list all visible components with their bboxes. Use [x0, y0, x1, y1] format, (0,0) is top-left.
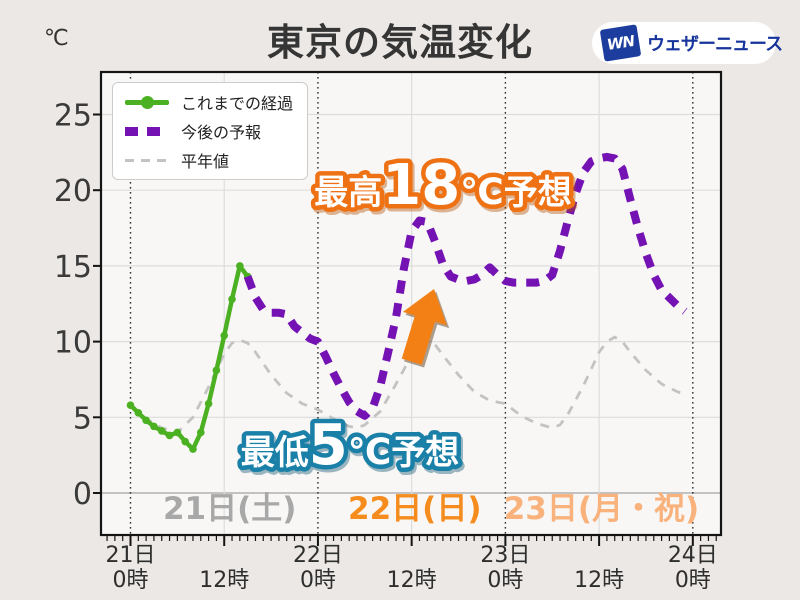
page-title: 東京の気温変化	[267, 21, 533, 64]
observed-marker	[220, 331, 229, 340]
observed-marker	[165, 431, 174, 440]
y-tick-label: 20	[54, 174, 92, 209]
y-tick-label: 25	[54, 99, 92, 134]
x-tick-label-day: 22日	[293, 543, 343, 568]
max-callout-prefix: 最高	[314, 173, 382, 213]
observed-marker	[228, 295, 236, 304]
observed-marker	[142, 416, 150, 425]
legend-item-observed: これまでの経過	[125, 92, 295, 113]
legend-label-forecast: 今後の予報	[181, 123, 262, 142]
observed-marker	[189, 445, 197, 453]
min-temp-callout: 最低5℃予想	[241, 413, 460, 478]
x-tick-label-day: 21日	[106, 543, 156, 568]
x-tick-label-day: 23日	[480, 543, 530, 568]
min-callout-unit: ℃	[348, 432, 392, 473]
plot-border	[99, 70, 723, 537]
x-tick-label-hour: 0時	[487, 568, 523, 593]
x-tick-label-hour: 0時	[113, 568, 149, 593]
legend-label-normal: 平年値	[181, 152, 230, 171]
observed-marker	[173, 428, 182, 437]
y-tick-label: 10	[54, 326, 92, 361]
max-temp-callout: 最高18℃予想	[314, 153, 572, 218]
forecast-line-swatch-icon	[125, 126, 169, 136]
legend-item-forecast: 今後の予報	[125, 121, 295, 142]
observed-marker	[204, 399, 213, 408]
x-tick-label-day: 24日	[668, 543, 718, 568]
observed-line-swatch-icon	[125, 95, 169, 109]
observed-marker	[157, 427, 166, 435]
x-tick-label-hour: 12時	[574, 568, 624, 593]
y-tick-label: 0	[73, 477, 92, 512]
day-label-1: 22日(日)	[348, 491, 481, 527]
x-tick-label-hour: 0時	[675, 568, 711, 593]
observed-marker	[212, 366, 221, 375]
normal-line-swatch-icon	[125, 158, 169, 162]
day-label-0: 21日(土)	[163, 491, 296, 527]
y-axis-unit-label: ℃	[44, 26, 69, 51]
weathernews-logo: WN ウェザーニュース	[592, 22, 783, 64]
legend-item-normal: 平年値	[125, 150, 295, 171]
min-callout-suffix: 予想	[391, 433, 459, 473]
series-forecast	[243, 152, 688, 420]
y-tick-label: 15	[54, 250, 92, 285]
y-tick-label: 5	[73, 401, 92, 436]
observed-marker	[134, 408, 143, 417]
observed-marker	[236, 262, 244, 270]
min-callout-value: 5	[309, 413, 348, 478]
x-tick-label-hour: 0時	[300, 568, 336, 593]
observed-marker	[150, 422, 158, 431]
day-label-2: 23日(月・祝)	[504, 491, 699, 527]
max-callout-unit: ℃	[460, 172, 504, 213]
x-tick-label-hour: 12時	[387, 568, 437, 593]
observed-marker	[126, 401, 135, 409]
observed-marker	[181, 437, 189, 446]
series-observed	[128, 263, 250, 452]
min-callout-prefix: 最低	[241, 433, 309, 473]
chart-legend: これまでの経過 今後の予報 平年値	[112, 82, 308, 180]
x-tick-label-hour: 12時	[199, 568, 249, 593]
legend-label-observed: これまでの経過	[181, 94, 294, 113]
observed-marker	[196, 428, 205, 437]
max-callout-value: 18	[382, 153, 460, 218]
up-arrow-icon	[401, 289, 447, 365]
weathernews-logo-text: ウェザーニュース	[647, 34, 783, 55]
max-callout-suffix: 予想	[504, 173, 572, 213]
